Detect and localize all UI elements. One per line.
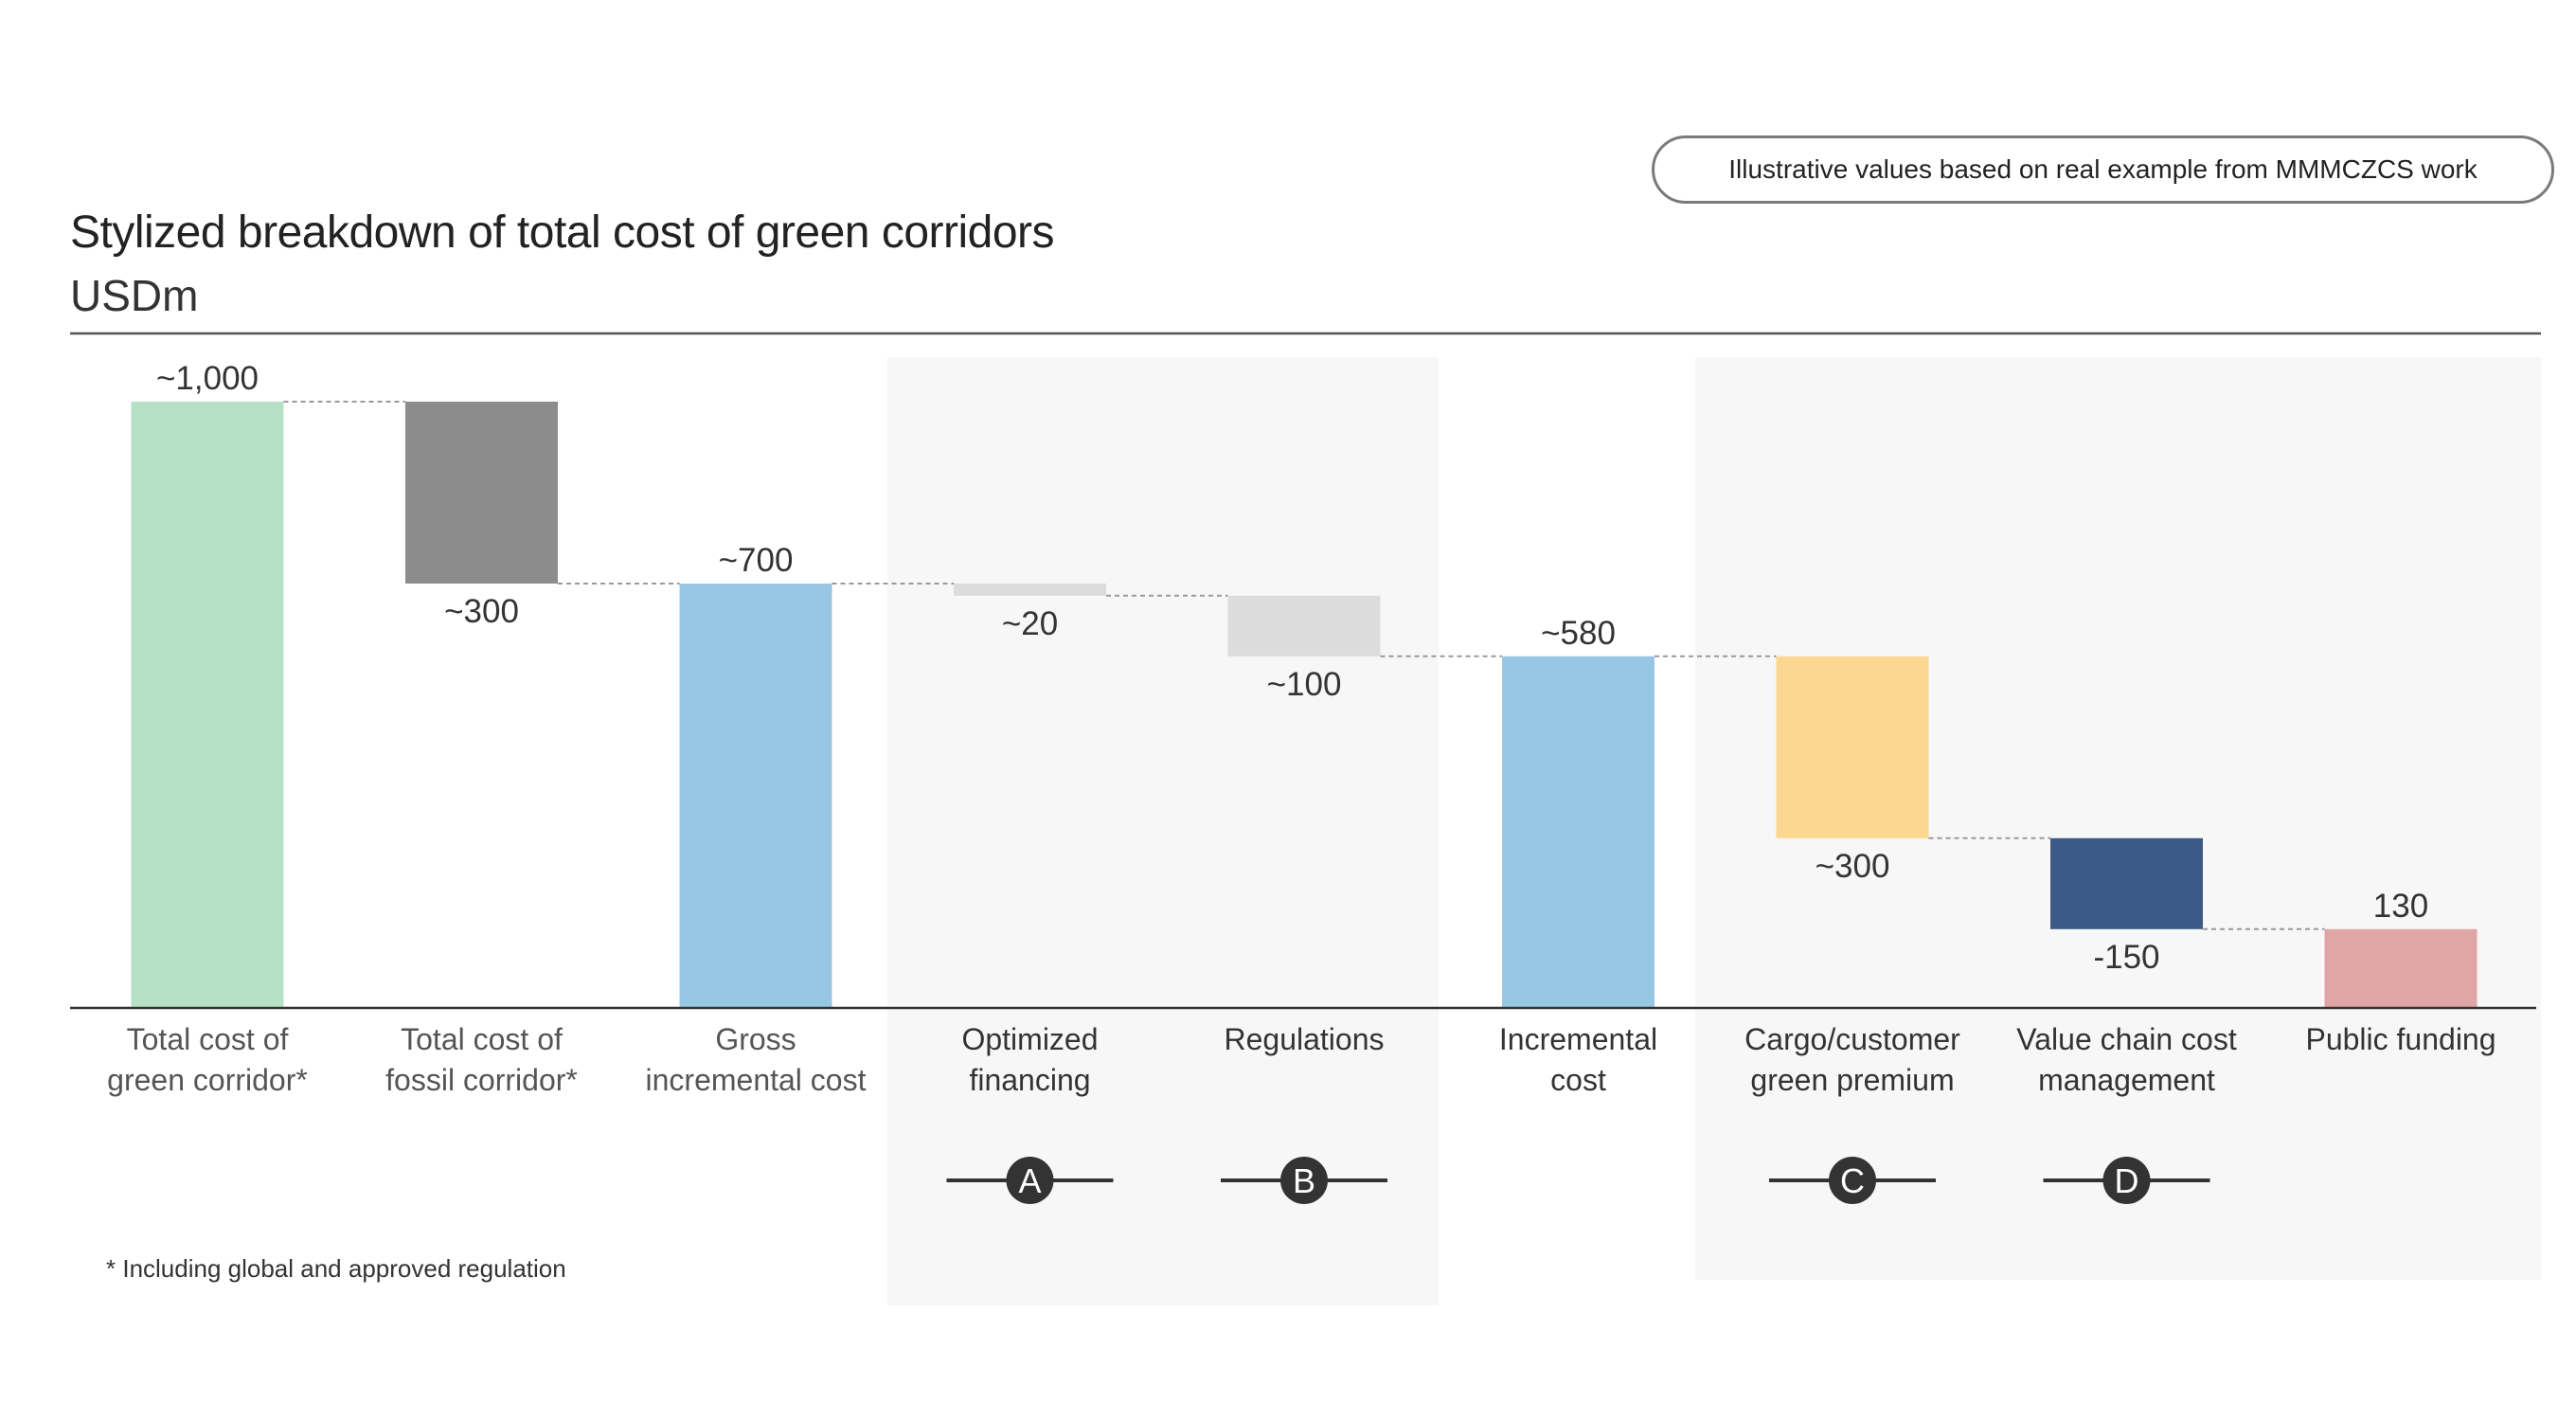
category-label-2-line-1: Gross xyxy=(715,1022,796,1056)
illustrative-note-badge: Illustrative values based on real exampl… xyxy=(1652,135,2554,204)
chart-title: Stylized breakdown of total cost of gree… xyxy=(70,207,1055,258)
category-label-8: Public funding xyxy=(2305,1022,2496,1056)
bar-5 xyxy=(1502,656,1655,1008)
bar-8 xyxy=(2324,928,2478,1008)
category-label-1-line-2: fossil corridor* xyxy=(385,1063,578,1097)
lever-letter-d: D xyxy=(2115,1161,2139,1200)
data-label-4: ~100 xyxy=(1267,666,1342,703)
data-label-6: ~300 xyxy=(1816,848,1890,885)
bar-1 xyxy=(405,402,558,584)
category-label-6-line-1: Cargo/customer xyxy=(1744,1022,1960,1056)
category-label-6-line-2: green premium xyxy=(1750,1063,1954,1097)
data-label-5: ~580 xyxy=(1541,615,1616,652)
data-label-2: ~700 xyxy=(719,542,794,579)
bar-0 xyxy=(131,402,284,1008)
category-label-3-line-2: financing xyxy=(969,1063,1090,1097)
category-label-1-line-1: Total cost of xyxy=(401,1022,563,1056)
category-label-0-line-2: green corridor* xyxy=(107,1063,308,1097)
bar-7 xyxy=(2050,837,2203,929)
data-label-3: ~20 xyxy=(1002,605,1058,642)
bar-6 xyxy=(1776,656,1929,838)
lever-marker-a xyxy=(1006,1157,1054,1204)
lever-letter-a: A xyxy=(1018,1161,1041,1200)
bar-4 xyxy=(1227,595,1381,657)
category-label-0-line-1: Total cost of xyxy=(127,1022,289,1056)
lever-marker-c xyxy=(1829,1157,1876,1204)
category-label-5-line-1: Incremental xyxy=(1499,1022,1657,1056)
category-label-5-line-2: cost xyxy=(1550,1063,1606,1097)
illustrative-note-text: Illustrative values based on real exampl… xyxy=(1728,154,2478,184)
bar-3 xyxy=(954,584,1106,596)
category-label-7-line-1: Value chain cost xyxy=(2016,1022,2237,1056)
lever-marker-b xyxy=(1280,1157,1328,1204)
lever-marker-d xyxy=(2102,1157,2151,1204)
lever-letter-c: C xyxy=(1840,1161,1865,1200)
panel-financing-regulations xyxy=(887,357,1439,1305)
chart-unit: USDm xyxy=(70,271,199,320)
data-label-8: 130 xyxy=(2373,888,2428,925)
category-label-3-line-1: Optimized xyxy=(961,1022,1098,1056)
category-label-4: Regulations xyxy=(1225,1022,1385,1056)
lever-letter-b: B xyxy=(1293,1161,1315,1200)
footnote: * Including global and approved regulati… xyxy=(106,1254,566,1283)
category-label-2-line-2: incremental cost xyxy=(646,1063,867,1097)
data-label-7: -150 xyxy=(2093,939,2159,976)
data-label-1: ~300 xyxy=(444,593,519,630)
data-label-0: ~1,000 xyxy=(156,360,259,397)
category-label-7-line-2: management xyxy=(2038,1063,2215,1097)
bar-2 xyxy=(679,584,832,1008)
